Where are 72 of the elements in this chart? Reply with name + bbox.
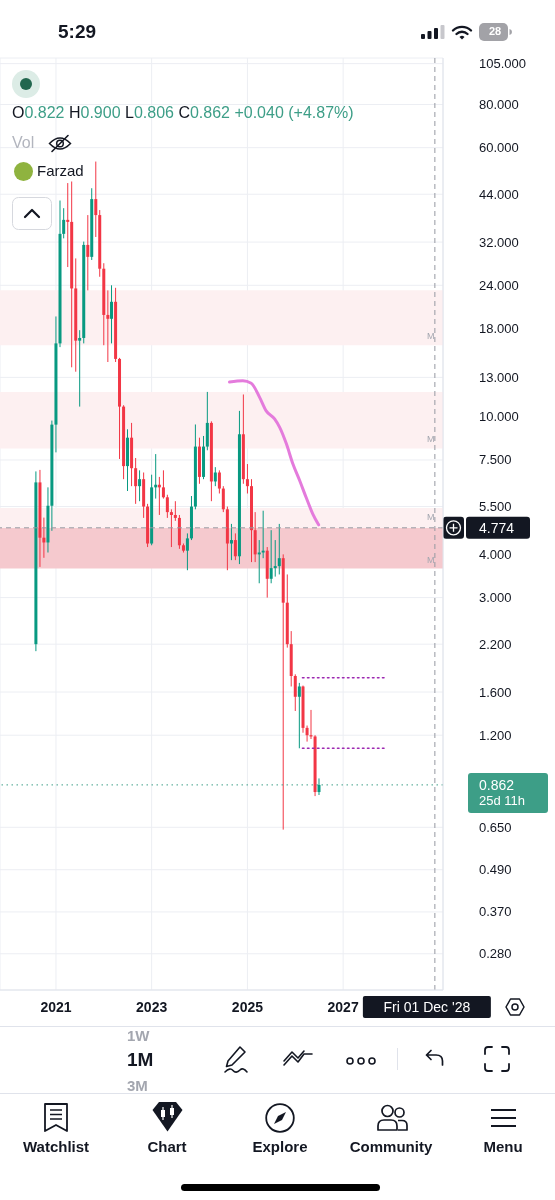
y-tick-label: 5.500: [479, 499, 512, 515]
text: 28: [488, 25, 502, 39]
candlestick: [245, 463, 249, 494]
y-tick-label: 2.200: [479, 636, 512, 652]
text: Community: [349, 1138, 433, 1156]
text: Chart: [147, 1138, 187, 1156]
candlestick: [161, 469, 165, 500]
text: 3M: [127, 1077, 148, 1095]
text: 5:29: [58, 20, 97, 44]
candlestick: [205, 391, 209, 451]
text: Watchlist: [22, 1138, 90, 1156]
candlestick: [169, 508, 173, 548]
x-tick-label: 2021: [40, 999, 72, 1015]
annotation: Vol: [12, 133, 35, 153]
band-label: M: [427, 554, 435, 565]
candlestick: [221, 485, 225, 513]
y-tick-label: 0.370: [479, 904, 512, 920]
candlestick: [134, 457, 138, 505]
y-tick-label: 3.000: [479, 590, 512, 606]
x-tick-label: 2027: [327, 999, 359, 1015]
candlestick: [78, 329, 82, 408]
y-tick-label: 44.000: [479, 186, 519, 202]
y-tick-label: 4.000: [479, 546, 512, 562]
y-tick-label: 0.280: [479, 946, 512, 962]
candlestick: [233, 532, 237, 561]
candlestick: [269, 529, 273, 584]
x-tick-label: 2023: [136, 999, 168, 1015]
candlestick: [165, 494, 169, 519]
candlestick: [217, 469, 221, 494]
candlestick: [229, 523, 233, 561]
candlestick: [297, 682, 301, 749]
annotation: O0.822 H0.900 L0.806 C0.862 +0.040 (+4.87%): [12, 104, 354, 122]
y-tick-label: 13.000: [479, 369, 519, 385]
candlestick: [213, 466, 217, 487]
candlestick: [317, 777, 321, 796]
y-tick-label: 24.000: [479, 277, 519, 293]
ref-line-label: Fri 01 Dec '28: [383, 999, 471, 1015]
ref-line-label: 0.862: [479, 776, 515, 793]
candlestick: [173, 500, 177, 522]
y-tick-label: 105.000: [479, 56, 526, 72]
y-tick-label: 60.000: [479, 140, 519, 156]
text: Menu: [483, 1138, 523, 1156]
text: 1M: [127, 1048, 154, 1072]
y-tick-label: 0.650: [479, 819, 512, 835]
candlestick: [273, 539, 277, 578]
y-tick-label: 7.500: [479, 452, 512, 468]
candlestick: [106, 289, 110, 363]
candlestick: [110, 284, 114, 344]
text: 1W: [127, 1027, 150, 1045]
y-tick-label: 1.600: [479, 684, 512, 700]
candlestick: [86, 214, 90, 291]
ref-line-label: 4.774: [479, 519, 515, 536]
candlestick: [94, 161, 98, 238]
candlestick: [138, 469, 142, 502]
y-tick-label: 10.000: [479, 409, 519, 425]
y-tick-label: 0.490: [479, 862, 512, 878]
band-label: M: [427, 331, 435, 342]
y-tick-label: 1.200: [479, 727, 512, 743]
text: Explore: [252, 1138, 308, 1156]
band-label: M: [427, 434, 435, 445]
x-tick-label: 2025: [231, 999, 264, 1015]
line-series: [228, 379, 321, 527]
annotation: Farzad: [37, 162, 84, 180]
y-tick-label: 18.000: [479, 320, 519, 336]
y-tick-label: 32.000: [479, 234, 519, 250]
candlestick: [66, 182, 70, 268]
candlestick: [261, 510, 265, 559]
text: 25d 11h: [479, 793, 526, 809]
candlestick: [293, 673, 297, 712]
y-tick-label: 80.000: [479, 96, 519, 112]
band-label: M: [427, 511, 435, 522]
candlestick: [277, 523, 281, 575]
